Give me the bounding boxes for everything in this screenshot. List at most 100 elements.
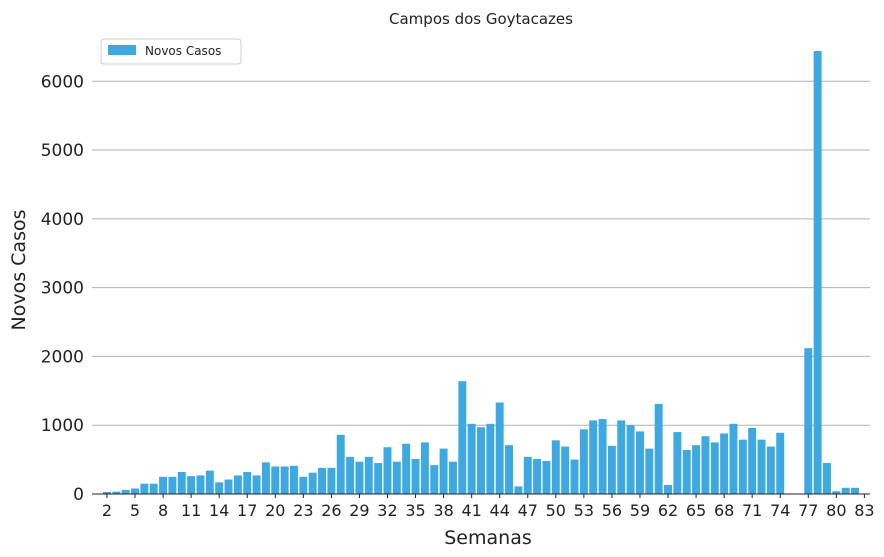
bar xyxy=(355,461,364,494)
bar xyxy=(149,483,158,494)
bar xyxy=(635,431,644,494)
bar xyxy=(205,470,214,494)
bar xyxy=(533,458,542,494)
bar xyxy=(430,465,439,494)
legend-swatch xyxy=(108,45,136,55)
x-tick-label: 44 xyxy=(490,501,510,520)
x-tick-label: 80 xyxy=(826,501,846,520)
bar xyxy=(308,472,317,494)
bar xyxy=(327,467,336,494)
bar xyxy=(757,439,766,494)
bar xyxy=(561,446,570,494)
bar xyxy=(523,456,532,494)
x-tick-label: 74 xyxy=(770,501,790,520)
bar xyxy=(392,461,401,494)
bar xyxy=(140,483,149,494)
bar xyxy=(196,475,205,494)
y-tick-label: 4000 xyxy=(41,210,84,230)
bar xyxy=(364,456,373,494)
bar xyxy=(841,487,850,494)
x-tick-label: 65 xyxy=(686,501,706,520)
bar xyxy=(336,434,345,494)
bar xyxy=(748,427,757,494)
y-gridlines xyxy=(92,80,870,426)
bar xyxy=(261,462,270,494)
x-tick-label: 68 xyxy=(714,501,734,520)
x-axis-label: Semanas xyxy=(444,527,532,549)
bar xyxy=(851,487,860,494)
bar xyxy=(505,445,514,494)
bar xyxy=(495,402,504,494)
bar xyxy=(271,466,280,494)
x-tick-labels: 2 5 8 11 14 17 20 23 26 29 32 35 38 41 44 47 50 53 56 59 62 6… xyxy=(102,494,875,520)
bar xyxy=(589,420,598,494)
chart-title: Campos dos Goytacazes xyxy=(389,10,573,28)
bar xyxy=(121,489,130,494)
bar xyxy=(252,475,261,494)
bar xyxy=(832,491,841,494)
y-tick-label: 1000 xyxy=(41,416,84,436)
bar xyxy=(467,423,476,494)
bar xyxy=(280,466,289,494)
bar xyxy=(411,458,420,494)
bar xyxy=(682,449,691,494)
bar xyxy=(804,348,813,494)
bar xyxy=(187,476,196,494)
x-tick-label: 26 xyxy=(321,501,341,520)
bar xyxy=(477,427,485,494)
y-tick-label: 2000 xyxy=(41,347,84,367)
x-tick-label: 5 xyxy=(130,501,140,520)
bar xyxy=(813,51,822,494)
bar xyxy=(448,461,457,494)
legend-entry: Novos Casos xyxy=(145,44,221,58)
x-tick-label: 38 xyxy=(433,501,453,520)
x-tick-label: 59 xyxy=(630,501,650,520)
x-tick-label: 77 xyxy=(798,501,818,520)
bar xyxy=(738,439,747,494)
bar xyxy=(486,423,495,494)
y-tick-label: 3000 xyxy=(41,279,84,299)
bar xyxy=(626,425,635,494)
x-tick-label: 17 xyxy=(237,501,257,520)
bar xyxy=(159,476,168,494)
bar xyxy=(224,479,233,494)
bar xyxy=(673,432,682,494)
y-tick-label: 6000 xyxy=(41,72,84,92)
x-tick-label: 23 xyxy=(293,501,313,520)
bar xyxy=(607,445,616,494)
x-tick-label: 71 xyxy=(742,501,762,520)
y-tick-label: 5000 xyxy=(41,141,84,161)
bar xyxy=(243,471,252,494)
x-tick-label: 83 xyxy=(854,501,874,520)
bar xyxy=(177,471,186,494)
legend: Novos Casos xyxy=(100,38,242,65)
bar xyxy=(233,475,242,494)
x-tick-label: 56 xyxy=(602,501,622,520)
bar xyxy=(579,429,588,494)
y-axis-label: Novos Casos xyxy=(8,210,30,331)
x-tick-label: 8 xyxy=(158,501,168,520)
x-tick-label: 53 xyxy=(574,501,594,520)
bars xyxy=(93,51,860,494)
x-tick-label: 50 xyxy=(546,501,566,520)
bar xyxy=(383,447,392,494)
bar xyxy=(439,448,448,494)
bar xyxy=(766,446,775,494)
x-tick-label: 35 xyxy=(405,501,425,520)
x-tick-label: 62 xyxy=(658,501,678,520)
bar xyxy=(598,419,607,494)
x-tick-label: 41 xyxy=(461,501,481,520)
x-tick-label: 32 xyxy=(377,501,397,520)
bar xyxy=(720,433,729,494)
x-tick-label: 20 xyxy=(265,501,285,520)
bar xyxy=(402,443,411,494)
bar xyxy=(374,463,383,494)
bar xyxy=(654,403,663,494)
bar xyxy=(776,432,785,494)
bar xyxy=(692,445,701,494)
bar xyxy=(542,460,551,494)
bar xyxy=(318,467,327,494)
bar xyxy=(102,491,111,494)
bar xyxy=(215,482,224,494)
